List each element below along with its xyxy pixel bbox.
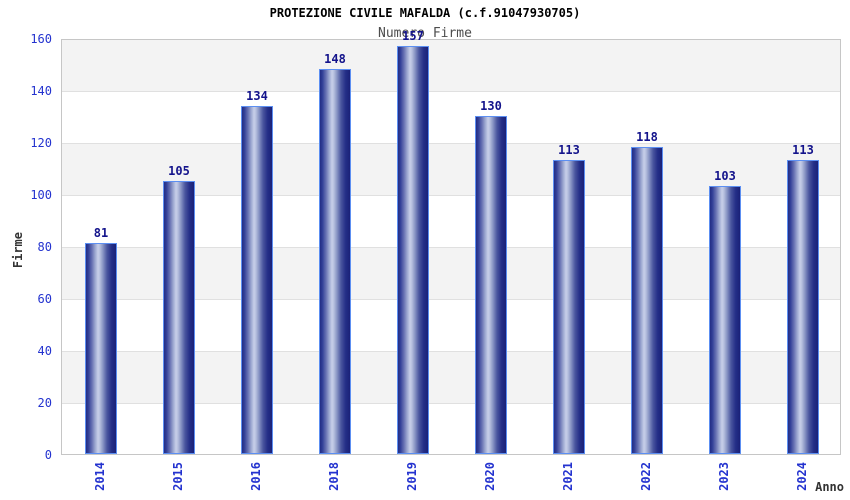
y-tick-120: 120 — [30, 136, 52, 150]
plot-area: 81 105 134 148 157 130 113 118 103 113 — [61, 30, 841, 455]
x-tick-2020: 2020 — [482, 462, 498, 498]
x-tick-2016: 2016 — [248, 462, 264, 498]
x-tick-label: 2018 — [327, 462, 341, 491]
bar-2018 — [319, 69, 351, 454]
bar-value-label-2023: 103 — [714, 169, 736, 183]
bar-2016 — [241, 106, 273, 454]
x-tick-label: 2021 — [561, 462, 575, 491]
y-axis-title: Firme — [10, 215, 26, 285]
bar-value-label-2024: 113 — [792, 143, 814, 157]
bar-2020 — [475, 116, 507, 454]
x-tick-label: 2024 — [795, 462, 809, 491]
x-tick-2022: 2022 — [638, 462, 654, 498]
y-tick-40: 40 — [37, 344, 52, 358]
bar-2022 — [631, 147, 663, 454]
bar-value-label-2020: 130 — [480, 99, 502, 113]
bar-value-label-2015: 105 — [168, 164, 190, 178]
x-axis-title: Anno — [815, 480, 844, 494]
bar-2015 — [163, 181, 195, 454]
y-tick-140: 140 — [30, 84, 52, 98]
bar-value-label-2016: 134 — [246, 89, 268, 103]
bar-value-label-2019: 157 — [402, 29, 424, 43]
bar-2024 — [787, 160, 819, 454]
bar-2014 — [85, 243, 117, 454]
x-tick-label: 2023 — [717, 462, 731, 491]
x-tick-label: 2015 — [171, 462, 185, 491]
x-tick-2021: 2021 — [560, 462, 576, 498]
x-tick-label: 2022 — [639, 462, 653, 491]
x-tick-2023: 2023 — [716, 462, 732, 498]
chart-title: PROTEZIONE CIVILE MAFALDA (c.f.910479307… — [269, 6, 581, 20]
bar-2019 — [397, 46, 429, 454]
x-tick-2015: 2015 — [170, 462, 186, 498]
x-tick-2024: 2024 — [794, 462, 810, 498]
y-tick-0: 0 — [44, 448, 52, 462]
x-tick-label: 2019 — [405, 462, 419, 491]
x-tick-2019: 2019 — [404, 462, 420, 498]
bar-2023 — [709, 186, 741, 454]
bar-value-label-2014: 81 — [93, 226, 109, 240]
bar-value-label-2021: 113 — [558, 143, 580, 157]
x-tick-label: 2014 — [93, 462, 107, 491]
bar-2021 — [553, 160, 585, 454]
bar-value-label-2018: 148 — [324, 52, 346, 66]
y-tick-20: 20 — [37, 396, 52, 410]
y-tick-160: 160 — [30, 32, 52, 46]
x-tick-label: 2016 — [249, 462, 263, 491]
bar-value-label-2022: 118 — [636, 130, 658, 144]
x-tick-2018: 2018 — [326, 462, 342, 498]
y-tick-100: 100 — [30, 188, 52, 202]
y-tick-60: 60 — [37, 292, 52, 306]
chart-subtitle: Numero Firme — [378, 26, 472, 41]
x-tick-label: 2020 — [483, 462, 497, 491]
x-tick-2014: 2014 — [92, 462, 108, 498]
y-tick-80: 80 — [37, 240, 52, 254]
y-axis-title-text: Firme — [11, 231, 25, 269]
